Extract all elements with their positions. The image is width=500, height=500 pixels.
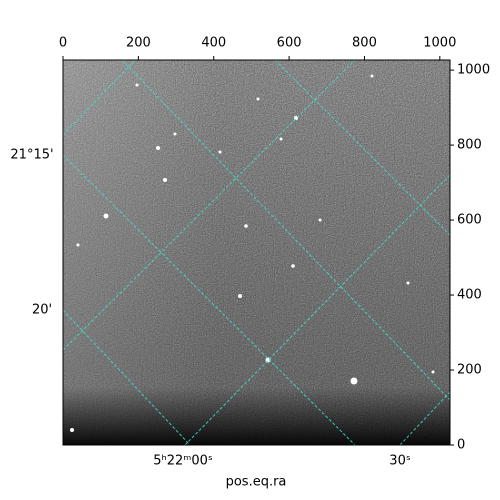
x-tick-label: 200 (126, 36, 151, 51)
y-tick-label: 600 (457, 213, 482, 228)
y-tick-label: 0 (457, 438, 465, 453)
y-tick-label: 400 (457, 288, 482, 303)
y-tick-label: 800 (457, 138, 482, 153)
x-tick-label: 600 (277, 36, 302, 51)
frame (62, 59, 451, 446)
y-tick-label: 200 (457, 363, 482, 378)
ra-tick-label: 5ʰ22ᵐ00ˢ (153, 454, 213, 469)
y-tick-label: 1000 (457, 63, 490, 78)
dec-tick-label: 21°15' (10, 148, 53, 163)
x-tick-label: 400 (201, 36, 226, 51)
x-tick-label: 1000 (423, 36, 456, 51)
x-tick-label: 800 (352, 36, 377, 51)
x-axis-label: pos.eq.ra (226, 475, 287, 490)
world-grid (63, 60, 450, 445)
sky-image (63, 60, 450, 445)
ra-tick-label: 30ˢ (389, 454, 411, 469)
dec-tick-label: 20' (32, 303, 52, 318)
x-tick-label: 0 (59, 36, 67, 51)
